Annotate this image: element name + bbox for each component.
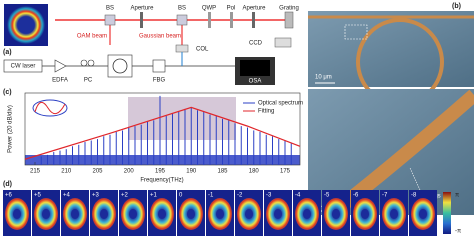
oam-core	[100, 209, 108, 219]
order-label: -1	[208, 193, 214, 199]
x-tick-label: 210	[61, 169, 72, 175]
legend-label: Fitting	[258, 109, 274, 115]
colorbar	[443, 192, 451, 234]
component-label: CCD	[249, 41, 263, 47]
oam-ring	[7, 6, 45, 44]
x-tick-label: 215	[30, 169, 41, 175]
order-label: -4	[295, 193, 301, 199]
component-label: BS	[106, 6, 114, 12]
order-label: +4	[63, 193, 71, 199]
osa-screen	[240, 60, 270, 76]
component-label: EDFA	[52, 78, 68, 84]
component-label: CW laser	[11, 64, 36, 70]
microring	[112, 58, 128, 74]
oam-core	[13, 209, 21, 219]
beam-label: OAM beam	[77, 34, 107, 40]
aperture	[140, 12, 143, 28]
x-tick-label: 205	[92, 169, 103, 175]
beam-splitter	[104, 14, 116, 26]
order-label: +2	[121, 193, 129, 199]
order-label: -7	[382, 193, 388, 199]
panel-d: (d) π -π +6 +5 +4 +3 +2 +1 0 -1 -2 -3 -4 -5 -6 -7 -8	[3, 181, 461, 236]
noise-floor	[25, 155, 300, 165]
oam-core	[42, 209, 50, 219]
order-label: -2	[237, 193, 243, 199]
oam-core	[419, 209, 427, 219]
beam-splitter	[176, 14, 188, 26]
pc-loop	[87, 59, 95, 67]
x-tick-label: 200	[124, 169, 135, 175]
plot-frame	[24, 92, 301, 166]
panel-label: (d)	[3, 181, 12, 188]
component-label: PC	[84, 78, 93, 84]
polarizer	[230, 12, 233, 28]
order-label: +1	[150, 193, 158, 199]
oam-core	[274, 209, 282, 219]
inset-ellipse	[32, 99, 68, 117]
pc-loop	[80, 59, 88, 67]
order-label: -6	[353, 193, 359, 199]
oam-core	[187, 209, 195, 219]
chip-box	[107, 54, 133, 78]
ccd	[274, 37, 292, 48]
order-label: +5	[34, 193, 42, 199]
order-label: -8	[411, 193, 417, 199]
order-label: +3	[92, 193, 100, 199]
colorbar-label: -π	[455, 229, 461, 235]
component-label: Aperture	[130, 6, 154, 12]
order-label: 0	[179, 193, 183, 199]
amplifier	[54, 59, 67, 73]
panel-b: (b) 10 μm 1 μm Gratings	[308, 3, 474, 221]
component-label: OSA	[249, 79, 262, 85]
oam-core	[361, 209, 369, 219]
beam-label: Gaussian beam	[139, 34, 181, 40]
order-label: +6	[5, 193, 13, 199]
x-tick-label: 175	[280, 169, 291, 175]
panel-label: (c)	[3, 89, 12, 96]
collimator	[175, 44, 189, 53]
oam-core	[390, 209, 398, 219]
component-label: QWP	[202, 6, 216, 12]
x-tick-label: 190	[186, 169, 197, 175]
order-label: -3	[266, 193, 272, 199]
oam-core	[129, 209, 137, 219]
oam-core	[158, 209, 166, 219]
sem-image	[308, 11, 474, 87]
panel-label: (a)	[3, 49, 12, 56]
oam-core	[332, 209, 340, 219]
waveplate	[208, 12, 211, 28]
component-label: COL	[196, 47, 209, 53]
zoom-box	[344, 24, 368, 40]
order-label: -5	[324, 193, 330, 199]
aperture	[252, 12, 255, 28]
oam-core	[216, 209, 224, 219]
component-label: Grating	[279, 6, 299, 12]
highlight	[128, 97, 236, 140]
component-label: FBG	[153, 78, 166, 84]
component-label: Aperture	[242, 6, 266, 12]
x-axis-label: Frequency(THz)	[140, 178, 183, 184]
oam-core	[71, 209, 79, 219]
fbg-box	[152, 59, 166, 73]
scale-label: 1 μm	[315, 203, 328, 209]
arrow	[409, 167, 421, 191]
x-tick-label: 195	[155, 169, 166, 175]
y-axis-label: Power (20 dB/div)	[8, 105, 14, 153]
legend-label: Optical spectrum	[258, 101, 303, 107]
scale-label: 10 μm	[315, 75, 332, 81]
component-label: BS	[178, 6, 186, 12]
component-label: Pol	[227, 6, 236, 12]
inset-curve	[34, 101, 66, 115]
panel-a: (a) BS Aperture BS QWP Pol Aperture Grat…	[3, 4, 299, 85]
x-tick-label: 185	[217, 169, 228, 175]
grating	[284, 11, 294, 29]
oam-core	[245, 209, 253, 219]
oam-core	[303, 209, 311, 219]
panel-c: (c) Power (20 dB/div) Frequency(THz) Opt…	[3, 89, 303, 184]
fit-line	[24, 106, 301, 160]
x-tick-label: 180	[249, 169, 260, 175]
colorbar-label: π	[455, 193, 459, 199]
panel-label: (b)	[452, 3, 461, 10]
